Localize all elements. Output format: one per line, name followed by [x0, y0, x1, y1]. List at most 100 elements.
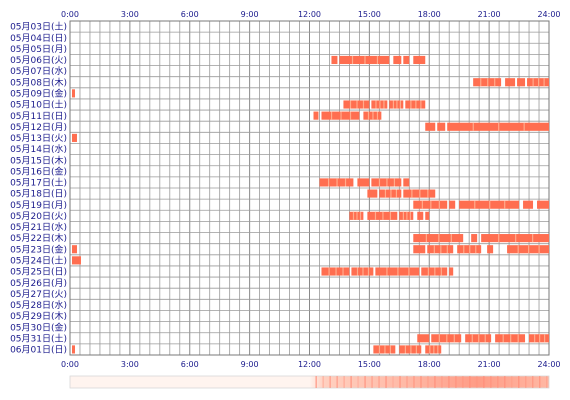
summary-density-tick [490, 376, 492, 388]
row-date-label: 05月09日(金) [10, 87, 67, 99]
activity-segment-stripe [494, 78, 496, 87]
activity-segment [417, 211, 424, 220]
row-date-label: 05月13日(火) [10, 133, 67, 144]
activity-segment [465, 334, 492, 343]
activity-segment-stripe [544, 334, 546, 343]
summary-density-tick [434, 376, 436, 388]
activity-segment-stripe [393, 178, 396, 187]
summary-density-tick [350, 376, 352, 388]
activity-segment-stripe [384, 345, 386, 354]
activity-segment-stripe [359, 211, 362, 220]
activity-segment-stripe [395, 189, 398, 198]
row-date-label: 05月19日(月) [10, 200, 67, 211]
summary-density-tick [322, 376, 324, 388]
activity-segment [403, 55, 410, 65]
activity-segment-stripe [409, 211, 411, 220]
activity-segment-stripe [342, 267, 344, 276]
activity-segment-stripe [474, 200, 476, 209]
summary-density-tick [518, 376, 520, 388]
activity-segment-stripe [440, 267, 442, 276]
x-tick-label-bottom: 6:00 [181, 360, 199, 369]
activity-segment-stripe [340, 111, 342, 120]
summary-density-tick [504, 376, 506, 388]
activity-segment [481, 234, 549, 243]
summary-density-tick [476, 376, 478, 388]
activity-segment-stripe [396, 100, 398, 109]
grid [69, 20, 550, 356]
activity-segment [517, 78, 526, 87]
summary-density-tick [413, 376, 415, 388]
activity-segment-stripe [362, 100, 365, 109]
activity-segment-stripe [438, 200, 440, 209]
activity-segment-stripe [517, 245, 519, 254]
x-tick-label-top: 15:00 [358, 10, 381, 19]
activity-segment-stripe [434, 267, 436, 276]
summary-density-tick [427, 376, 429, 388]
activity-segment [425, 122, 436, 131]
activity-segment-stripe [543, 78, 545, 87]
activity-segment [421, 267, 448, 276]
labels: 0:00 0:00 3:00 3:00 6:00 6:00 9:00 9:00 12:00 12:… [10, 10, 560, 369]
activity-segment-stripe [389, 345, 392, 354]
activity-segment-stripe [517, 334, 519, 343]
row-date-label: 05月18日(日) [10, 189, 67, 200]
activity-segment-stripe [469, 245, 471, 254]
activity-segment [71, 133, 77, 142]
activity-segment [375, 267, 420, 276]
activity-segment-stripe [450, 234, 452, 243]
summary-density-tick [343, 376, 345, 388]
activity-segment-stripe [478, 334, 480, 343]
summary-density-tick [441, 376, 443, 388]
activity-segment-stripe [433, 245, 435, 254]
activity-segment-stripe [376, 111, 379, 120]
activity-segment-stripe [475, 245, 477, 254]
activity-bars [71, 55, 549, 354]
activity-segment-stripe [437, 345, 439, 354]
x-tick-label-top: 21:00 [478, 10, 501, 19]
activity-segment [473, 78, 502, 87]
activity-segment [449, 200, 456, 209]
activity-segment-stripe [446, 245, 448, 254]
summary-density-tick [399, 376, 401, 388]
activity-segment-stripe [386, 267, 388, 276]
activity-segment-stripe [364, 55, 366, 65]
activity-segment-stripe [440, 245, 442, 254]
row-date-label: 05月24日(土) [10, 254, 67, 266]
summary-density-tick [546, 376, 548, 388]
row-date-label: 05月06日(火) [10, 55, 67, 66]
activity-segment [487, 245, 494, 254]
summary-density-strip [69, 375, 550, 389]
row-date-label: 06月01日(日) [10, 345, 67, 356]
summary-density-tick [539, 376, 541, 388]
row-date-label: 05月11日(日) [10, 111, 67, 122]
activity-segment-stripe [539, 334, 541, 343]
row-date-label: 05月10日(土) [10, 99, 67, 111]
activity-segment-stripe [386, 178, 388, 187]
summary-density-tick [357, 376, 359, 388]
activity-segment-stripe [421, 200, 423, 209]
plot-frame [69, 20, 550, 356]
activity-segment-stripe [463, 245, 465, 254]
summary-density-tick [420, 376, 422, 388]
activity-segment-stripe [411, 189, 413, 198]
activity-segment [331, 55, 338, 65]
activity-segment-stripe [367, 267, 370, 276]
activity-segment-stripe [372, 111, 374, 120]
activity-segment-stripe [406, 211, 408, 220]
activity-segment-stripe [390, 189, 392, 198]
activity-segment-stripe [510, 334, 512, 343]
activity-segment-stripe [378, 345, 381, 354]
activity-segment-stripe [433, 345, 435, 354]
activity-segment-stripe [349, 100, 352, 109]
activity-segment [71, 345, 75, 354]
activity-segment-stripe [399, 100, 402, 109]
activity-segment-stripe [415, 345, 417, 354]
activity-segment [413, 245, 426, 254]
summary-density-tick [511, 376, 513, 388]
activity-segment [71, 245, 77, 254]
row-date-label: 05月21日(水) [10, 221, 67, 233]
activity-segment-stripe [528, 245, 530, 254]
activity-segment [403, 189, 436, 198]
activity-segment-stripe [429, 345, 431, 354]
row-date-label: 05月08日(木) [10, 76, 67, 88]
